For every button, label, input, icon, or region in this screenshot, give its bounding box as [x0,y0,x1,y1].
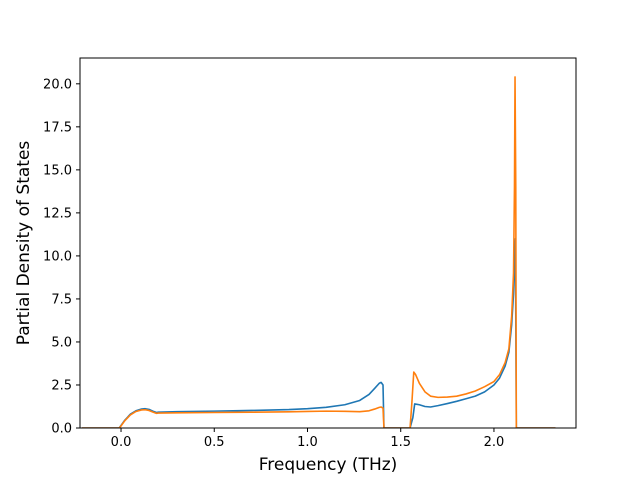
x-axis-label: Frequency (THz) [259,455,398,475]
y-tick-label: 12.5 [43,206,72,221]
series-line-2 [81,76,556,428]
x-tick-label: 2.0 [484,435,505,450]
x-tick-label: 0.5 [204,435,225,450]
y-tick-label: 2.5 [51,378,72,393]
series-layer [81,76,556,428]
y-tick-label: 0.0 [51,422,72,437]
y-axis-label: Partial Density of States [14,141,34,346]
x-tick-label: 1.0 [297,435,318,450]
y-tick-label: 20.0 [43,77,72,92]
series-line-1 [81,237,556,428]
y-tick-label: 10.0 [43,249,72,264]
plot-frame [79,57,577,429]
x-tick-label: 1.5 [390,435,411,450]
ticks-layer: 0.0 0.5 1.0 1.5 2.0 0.0 2.5 5.0 7.5 10.0 12.5 15.0 1… [43,77,504,450]
y-tick-label: 5.0 [51,335,72,350]
y-tick-label: 7.5 [51,292,72,307]
x-tick-label: 0.0 [111,435,132,450]
y-tick-label: 15.0 [43,163,72,178]
y-tick-label: 17.5 [43,120,72,135]
